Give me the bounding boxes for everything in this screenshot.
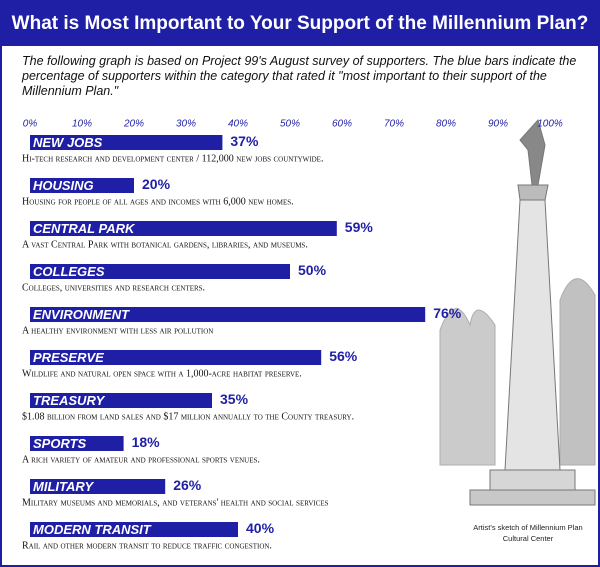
bar — [30, 307, 426, 322]
category-description: A vast Central Park with botanical garde… — [22, 239, 308, 250]
value-label: 20% — [142, 176, 171, 192]
category-description: Hi-tech research and development center … — [22, 153, 323, 164]
value-label: 56% — [329, 348, 358, 364]
subtitle: The following graph is based on Project … — [22, 54, 577, 98]
bar — [30, 135, 223, 150]
x-tick-label: 30% — [176, 119, 196, 130]
category-description: Rail and other modern transit to reduce … — [22, 540, 272, 551]
category-label: MODERN TRANSIT — [33, 522, 152, 537]
value-label: 40% — [246, 520, 275, 536]
x-tick-label: 100% — [537, 119, 563, 130]
category-label: PRESERVE — [33, 350, 104, 365]
value-label: 37% — [230, 133, 259, 149]
category-description: A healthy environment with less air poll… — [22, 325, 213, 336]
category-label: NEW JOBS — [33, 135, 103, 150]
value-label: 18% — [132, 434, 161, 450]
bar — [30, 393, 212, 408]
chart-title: What is Most Important to Your Support o… — [12, 13, 589, 34]
category-description: Housing for people of all ages and incom… — [22, 196, 294, 207]
x-tick-label: 70% — [384, 119, 404, 130]
title-band — [0, 0, 600, 46]
category-label: CENTRAL PARK — [33, 221, 136, 236]
x-tick-label: 80% — [436, 119, 456, 130]
x-tick-label: 40% — [228, 119, 248, 130]
image-caption: Artist's sketch of Millennium Plan Cultu… — [473, 523, 583, 543]
category-label: MILITARY — [33, 479, 95, 494]
bar — [30, 221, 337, 236]
value-label: 50% — [298, 262, 327, 278]
x-tick-label: 90% — [488, 119, 508, 130]
bar — [30, 436, 124, 451]
value-label: 26% — [173, 477, 202, 493]
value-label: 35% — [220, 391, 249, 407]
category-description: A rich variety of amateur and profession… — [22, 454, 260, 465]
x-tick-label: 20% — [123, 119, 144, 130]
category-description: Wildlife and natural open space with a 1… — [22, 368, 302, 379]
x-tick-label: 50% — [280, 119, 300, 130]
monument-sketch — [439, 118, 596, 506]
bar — [30, 479, 166, 494]
bar — [30, 522, 238, 537]
category-label: SPORTS — [33, 436, 87, 451]
category-description: Military museums and memorials, and vete… — [22, 497, 329, 508]
bar — [30, 350, 322, 365]
category-label: COLLEGES — [33, 264, 105, 279]
category-label: TREASURY — [33, 393, 106, 408]
x-tick-label: 10% — [72, 119, 92, 130]
category-description: Colleges, universities and research cent… — [22, 282, 205, 293]
category-label: HOUSING — [33, 178, 94, 193]
value-label: 59% — [345, 219, 374, 235]
category-description: $1.08 billion from land sales and $17 mi… — [22, 411, 354, 422]
x-tick-label: 0% — [23, 119, 38, 130]
x-tick-label: 60% — [332, 119, 352, 130]
bar — [30, 178, 134, 193]
bar — [30, 264, 290, 279]
category-label: ENVIRONMENT — [33, 307, 130, 322]
value-label: 76% — [433, 305, 462, 321]
